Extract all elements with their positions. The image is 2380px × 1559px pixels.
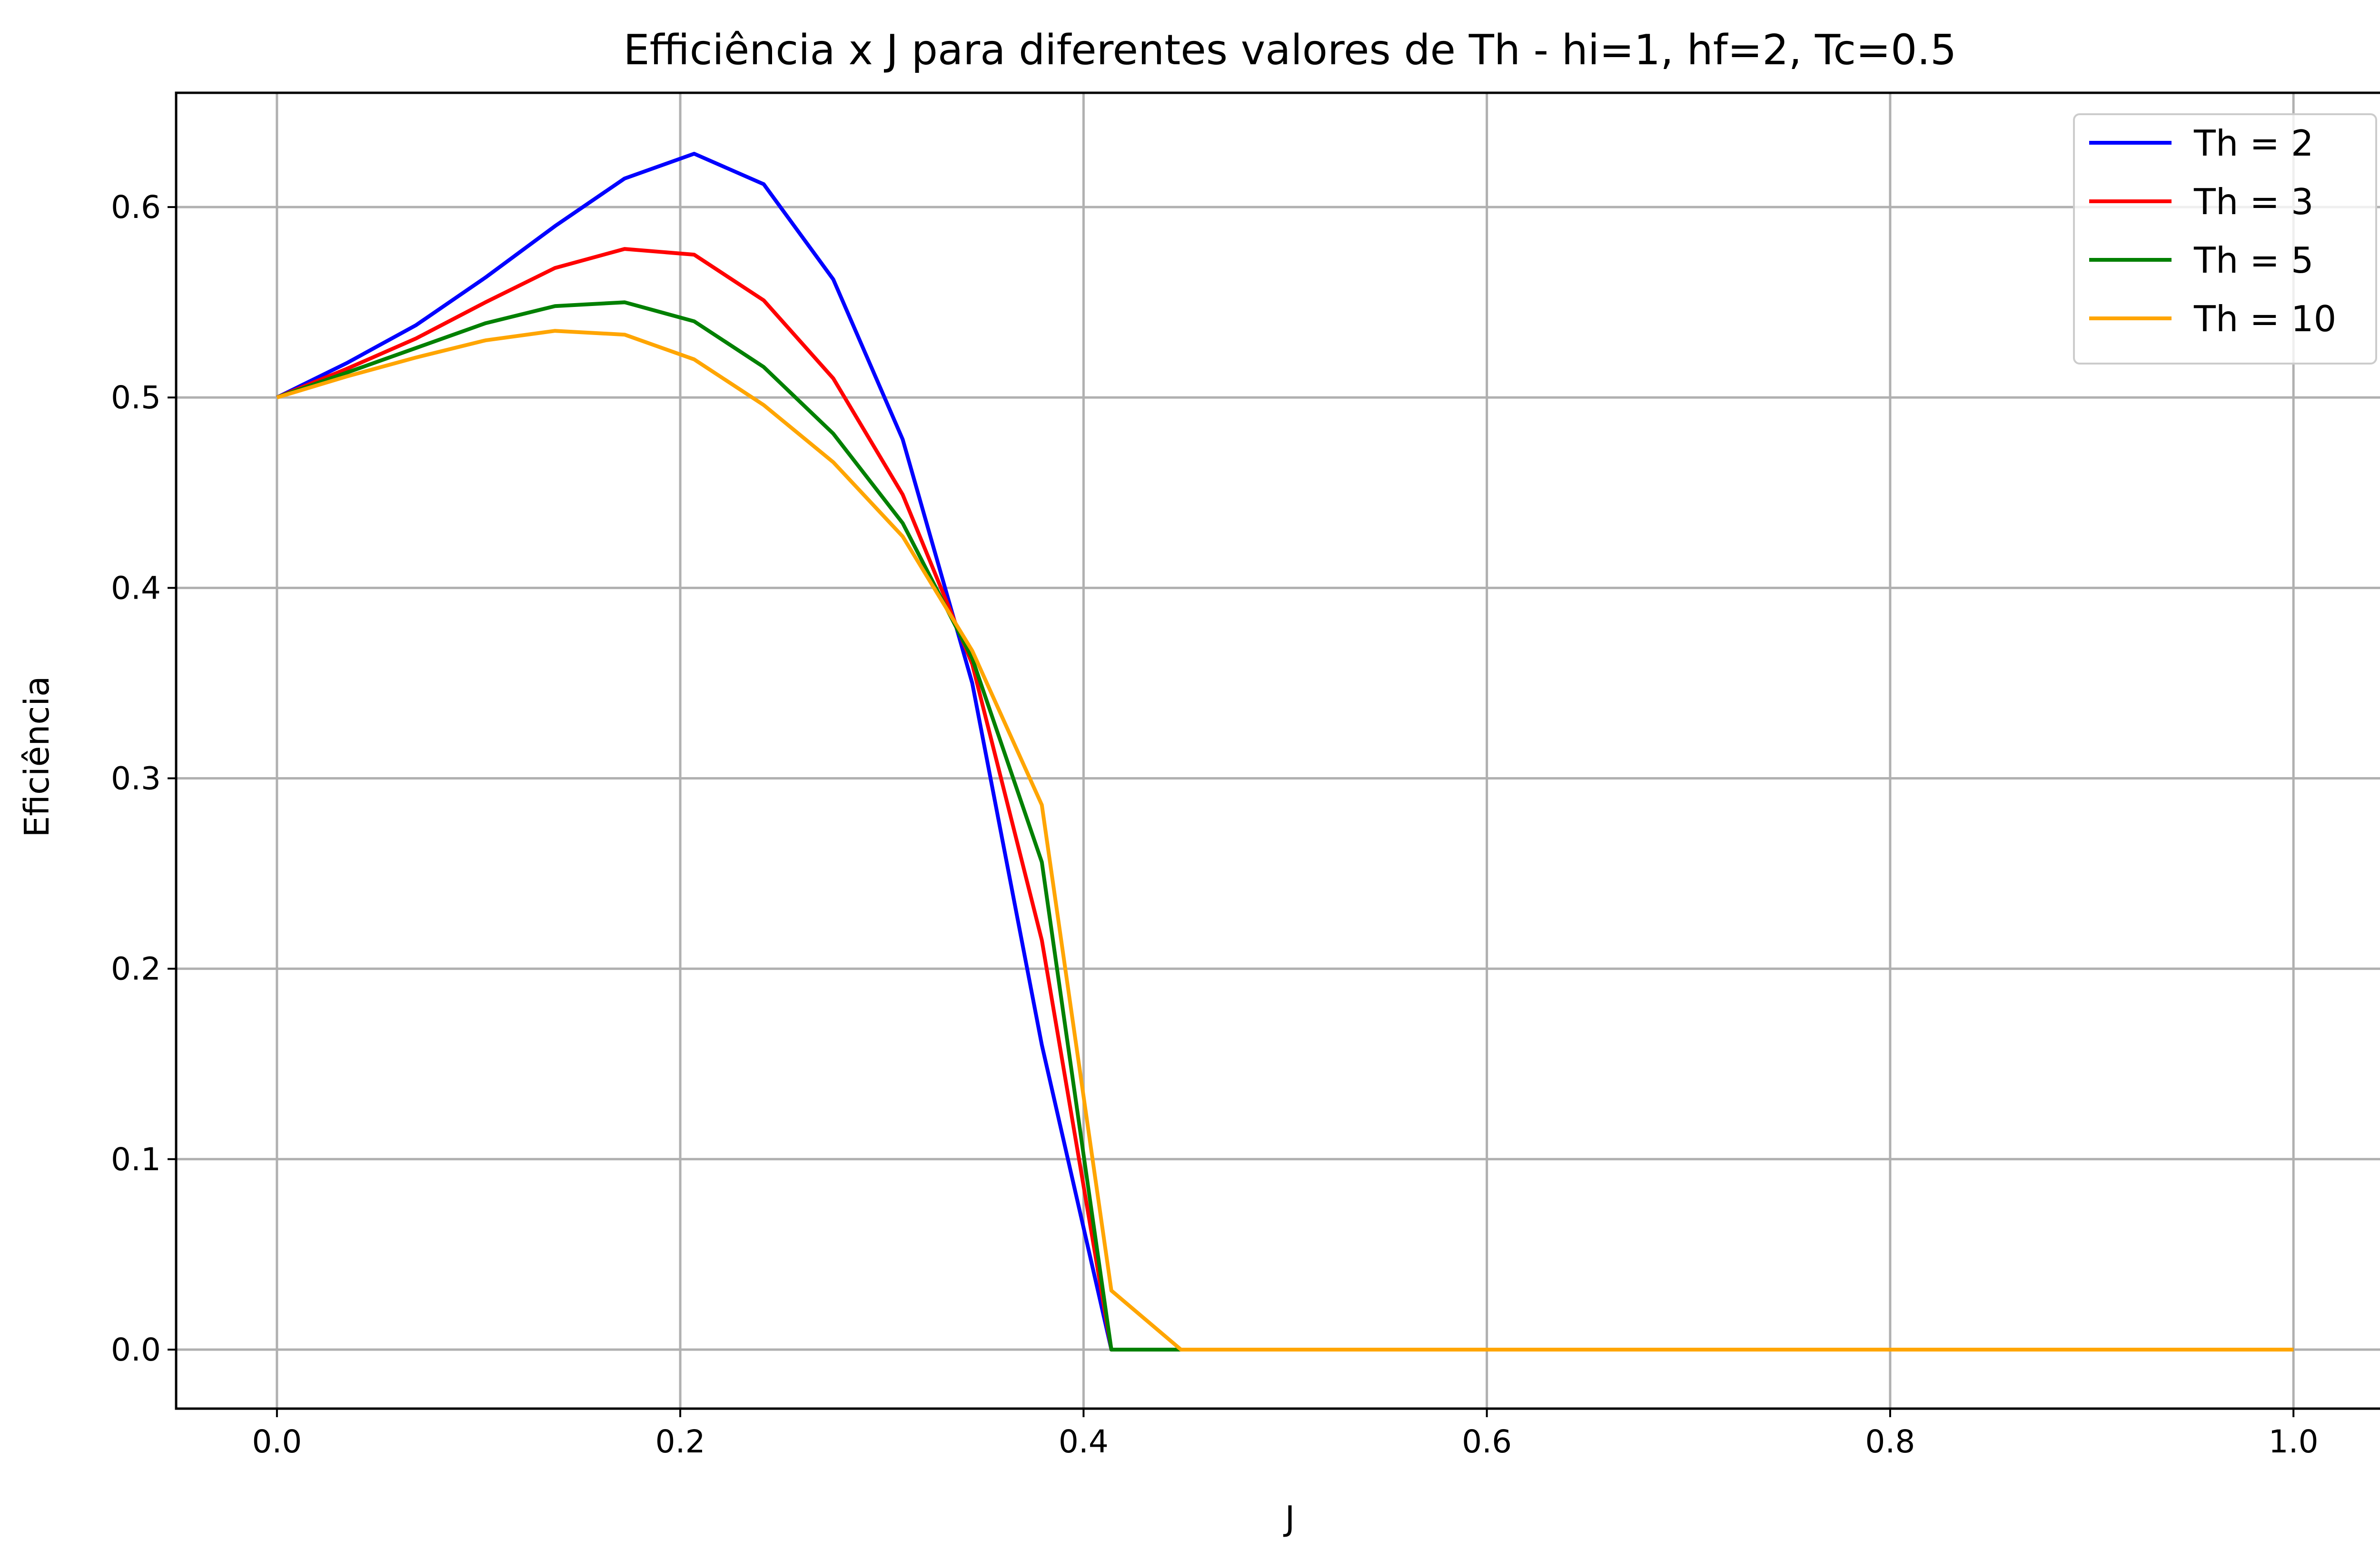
x-tick-label: 0.8 bbox=[1865, 1423, 1915, 1460]
legend-label: Th = 3 bbox=[2193, 181, 2314, 223]
x-tick-label: 0.6 bbox=[1462, 1423, 1512, 1460]
x-tick-label: 0.4 bbox=[1059, 1423, 1109, 1460]
plot-frame bbox=[175, 91, 2380, 1410]
y-tick-label: 0.5 bbox=[111, 379, 161, 416]
y-tick-label: 0.4 bbox=[111, 570, 161, 606]
y-tick-label: 0.6 bbox=[111, 189, 161, 226]
y-tick-label: 0.2 bbox=[111, 951, 161, 987]
y-tick-label: 0.0 bbox=[111, 1332, 161, 1368]
y-tick-label: 0.3 bbox=[111, 760, 161, 797]
y-axis-label: Eficiência bbox=[17, 676, 57, 837]
legend-box bbox=[2073, 113, 2377, 365]
chart-title: Efficiência x J para diferentes valores … bbox=[624, 26, 1957, 74]
series-line-4 bbox=[276, 329, 2294, 1352]
x-axis-label: J bbox=[1283, 1499, 1295, 1538]
x-tick-label: 0.2 bbox=[655, 1423, 705, 1460]
y-tick-label: 0.1 bbox=[111, 1141, 161, 1178]
axis-ticks: 0.0 0.2 0.4 0.6 0.8 1.0 0.0 0.1 0.2 0.3 0.4 0.5 0.6 bbox=[111, 189, 2319, 1460]
series-lines bbox=[276, 152, 2294, 1352]
legend: Th = 2 Th = 3 Th = 5 Th = 10 bbox=[2073, 113, 2377, 365]
x-tick-label: 0.0 bbox=[252, 1423, 302, 1460]
legend-label: Th = 2 bbox=[2193, 122, 2314, 164]
legend-label: Th = 5 bbox=[2193, 239, 2314, 281]
legend-label: Th = 10 bbox=[2193, 298, 2336, 340]
x-tick-label: 1.0 bbox=[2269, 1423, 2319, 1460]
